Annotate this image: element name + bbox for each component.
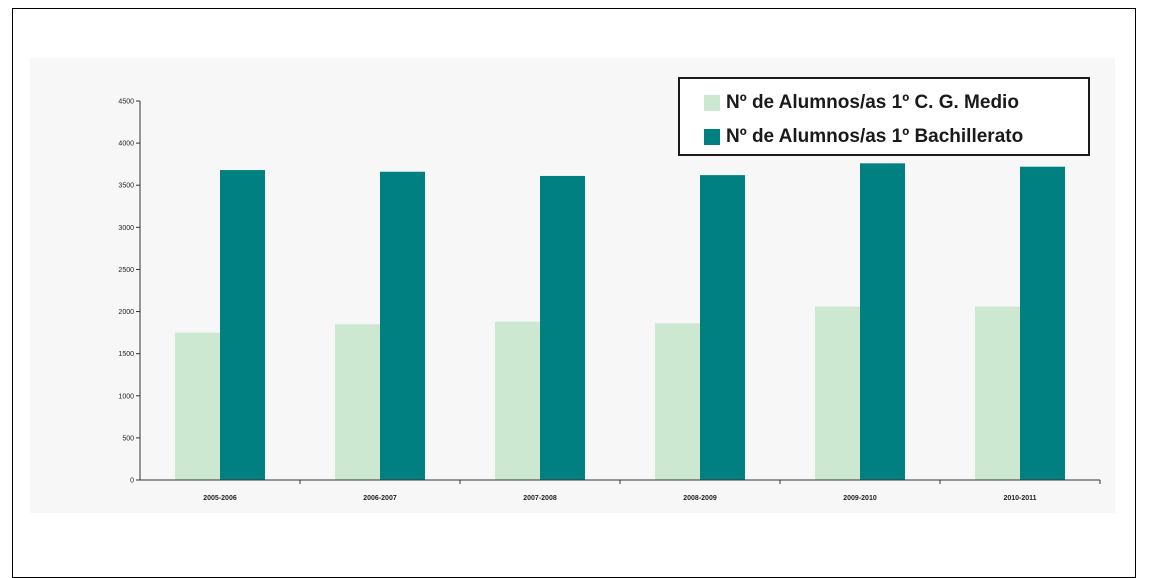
bar-cg-medio-2010-2011 — [975, 306, 1020, 480]
y-tick-label: 0 — [130, 478, 134, 485]
legend-swatch-bachillerato — [704, 129, 720, 145]
legend-label-cg-medio: Nº de Alumnos/as 1º C. G. Medio — [726, 92, 1019, 113]
bar-bachillerato-2008-2009 — [700, 175, 745, 481]
y-tick-label: 1500 — [118, 351, 134, 358]
bar-bachillerato-2006-2007 — [380, 171, 425, 480]
axes-layer: 2005-2006 2006-2007 2007-2008 2008-2009 2009… — [118, 99, 1101, 502]
y-tick-label: 500 — [122, 435, 134, 442]
x-tick-label: 2008-2009 — [683, 495, 717, 502]
bar-bachillerato-2009-2010 — [860, 163, 905, 480]
bar-cg-medio-2008-2009 — [655, 323, 700, 480]
bar-bachillerato-2010-2011 — [1020, 166, 1065, 480]
legend-swatch-cg-medio — [704, 95, 720, 111]
bar-chart: 2005-2006 2006-2007 2007-2008 2008-2009 2009… — [118, 99, 1101, 502]
x-tick-label: 2009-2010 — [843, 495, 877, 502]
bar-cg-medio-2005-2006 — [175, 332, 220, 480]
legend-item-cg-medio: Nº de Alumnos/as 1º C. G. Medio — [704, 86, 1088, 120]
legend: Nº de Alumnos/as 1º C. G. Medio Nº de Al… — [678, 77, 1090, 156]
x-tick-label: 2006-2007 — [363, 495, 397, 502]
x-tick-label: 2007-2008 — [523, 495, 557, 502]
x-tick-label: 2005-2006 — [203, 495, 237, 502]
y-tick-label: 3500 — [118, 183, 134, 190]
y-tick-label: 4500 — [118, 99, 134, 106]
y-tick-label: 4000 — [118, 141, 134, 148]
bar-cg-medio-2006-2007 — [335, 324, 380, 480]
bar-bachillerato-2007-2008 — [540, 175, 585, 481]
bar-bachillerato-2005-2006 — [220, 170, 265, 480]
x-tick-label: 2010-2011 — [1003, 495, 1036, 502]
bars-layer — [175, 163, 1065, 481]
y-tick-label: 1000 — [118, 393, 134, 400]
bar-cg-medio-2009-2010 — [815, 306, 860, 480]
bar-cg-medio-2007-2008 — [495, 321, 540, 480]
y-tick-label: 2500 — [118, 267, 134, 274]
y-tick-label: 2000 — [118, 309, 134, 316]
y-tick-label: 3000 — [118, 225, 134, 232]
legend-label-bachillerato: Nº de Alumnos/as 1º Bachillerato — [726, 126, 1024, 147]
legend-item-bachillerato: Nº de Alumnos/as 1º Bachillerato — [704, 120, 1088, 154]
